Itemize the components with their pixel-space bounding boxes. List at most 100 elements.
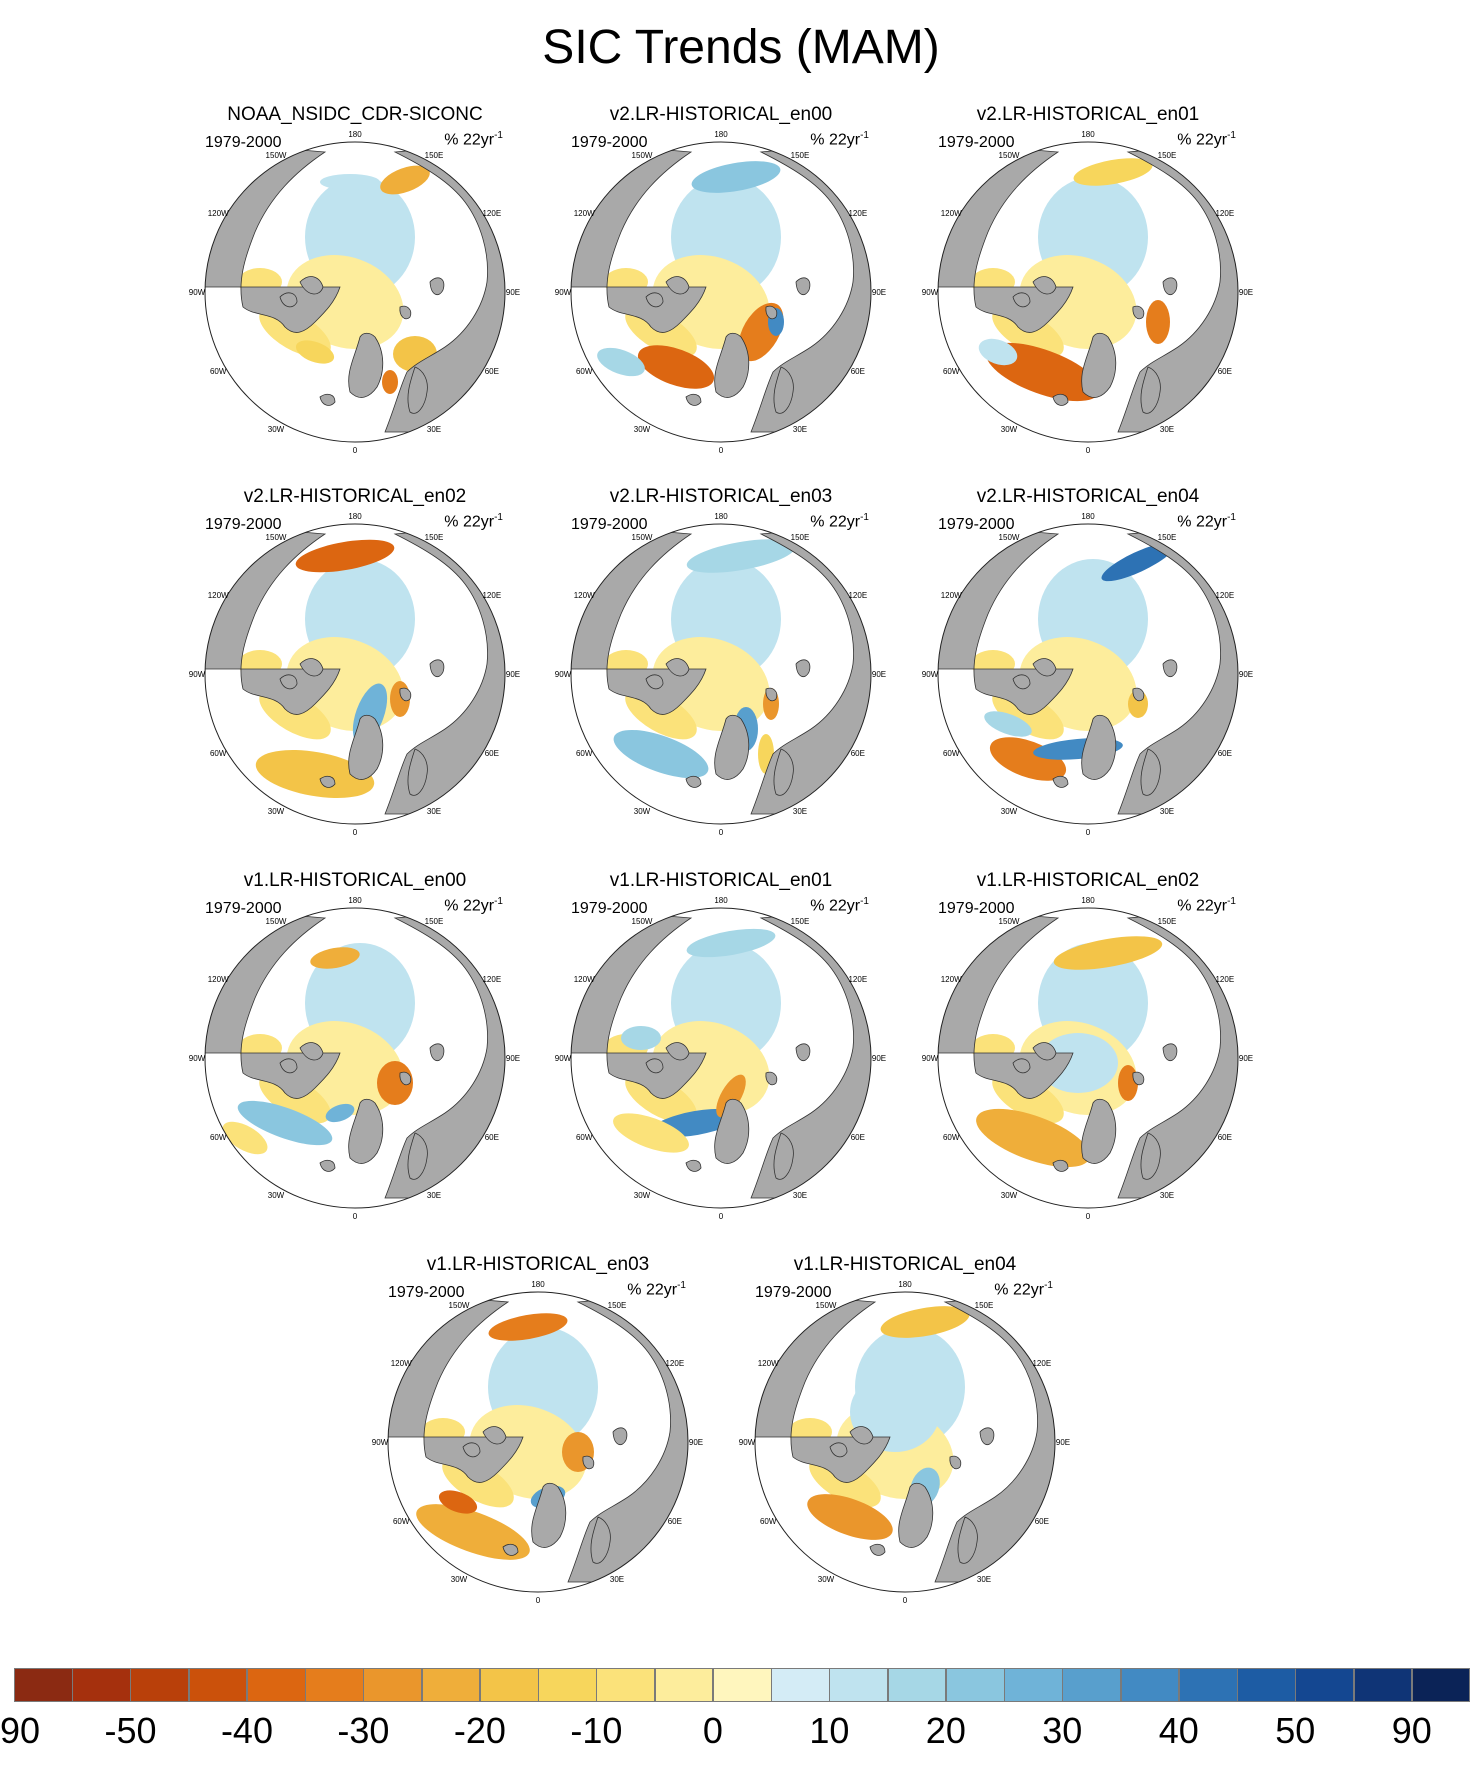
longitude-label: 30W: [268, 807, 285, 816]
longitude-label: 30W: [451, 1575, 468, 1584]
longitude-label: 120W: [208, 975, 229, 984]
map-boundary: [937, 907, 1239, 1209]
land-mass: [1140, 1132, 1161, 1180]
colorbar: [14, 1668, 1471, 1704]
polar-map: 180 150E 120E 90E 60E 30E 0 30W 60W 90W 120W 150W: [922, 896, 1253, 1221]
map-boundary: [570, 141, 872, 443]
longitude-label: 150W: [266, 917, 287, 926]
longitude-label: 60W: [943, 367, 960, 376]
colorbar-label: 10: [809, 1710, 850, 1751]
longitude-label: 150E: [1158, 151, 1177, 160]
panel-period: 1979-2000: [938, 516, 1015, 533]
trend-patch: [222, 1121, 268, 1155]
polar-map: 180 150E 120E 90E 60E 30E 0 30W 60W 90W 120W 150W: [555, 896, 886, 1221]
longitude-label: 30E: [427, 807, 441, 816]
units-exponent: -1: [860, 512, 869, 523]
longitude-label: 90E: [506, 670, 520, 679]
longitude-label: 60W: [210, 749, 227, 758]
land-mass: [1032, 658, 1057, 677]
land-mass: [502, 1543, 519, 1556]
longitude-label: 90E: [1239, 1054, 1253, 1063]
longitude-label: 90E: [506, 1054, 520, 1063]
map-panel: v2.LR-HISTORICAL_en03 1979-2000% 22yr-1 18…: [553, 486, 889, 846]
colorbar-label: -40: [220, 1710, 273, 1751]
colorbar-box: [130, 1668, 190, 1702]
trend-patch: [416, 1504, 530, 1560]
longitude-label: 90W: [555, 670, 572, 679]
land-mass: [849, 1426, 874, 1445]
longitude-label: 0: [719, 828, 724, 837]
land-mass: [1081, 1098, 1117, 1164]
units-text: % 22yr: [1177, 131, 1228, 149]
land-mass: [765, 687, 778, 702]
longitude-label: 90W: [922, 670, 939, 679]
units-exponent: -1: [1227, 896, 1236, 907]
longitude-label: 30E: [977, 1575, 991, 1584]
land-mass: [773, 366, 794, 414]
panel-title: NOAA_NSIDC_CDR-SICONC: [227, 104, 483, 125]
trend-patch: [597, 347, 645, 377]
colorbar-label: 50: [1275, 1710, 1316, 1751]
longitude-label: 30E: [427, 1191, 441, 1200]
colorbar-box: [1120, 1668, 1180, 1702]
longitude-label: 0: [719, 446, 724, 455]
land-mass: [407, 366, 428, 414]
longitude-label: 90E: [506, 288, 520, 297]
longitude-label: 120E: [1032, 1359, 1051, 1368]
trend-patch: [255, 749, 375, 799]
longitude-label: 90W: [555, 1054, 572, 1063]
longitude-label: 30W: [634, 807, 651, 816]
longitude-label: 180: [898, 1280, 912, 1289]
longitude-label: 120W: [391, 1359, 412, 1368]
land-mass: [773, 748, 794, 796]
trend-patch: [310, 947, 360, 969]
trend-patch: [613, 1113, 689, 1153]
land-mass: [765, 1071, 778, 1086]
colorbar-box: [887, 1668, 947, 1702]
colorbar-box: [596, 1668, 656, 1702]
land-mass: [590, 1516, 611, 1564]
longitude-label: 90E: [1239, 670, 1253, 679]
longitude-label: 90E: [689, 1438, 703, 1447]
land-mass: [319, 393, 336, 406]
figure-title: SIC Trends (MAM): [542, 21, 940, 74]
colorbar-label: 20: [925, 1710, 966, 1751]
longitude-label: 150W: [266, 151, 287, 160]
longitude-label: 180: [531, 1280, 545, 1289]
panel-period: 1979-2000: [571, 134, 648, 151]
units-text: % 22yr: [994, 1281, 1045, 1299]
longitude-label: 150E: [791, 917, 810, 926]
units-text: % 22yr: [810, 131, 861, 149]
land-mass: [299, 658, 324, 677]
longitude-label: 90W: [372, 1438, 389, 1447]
longitude-label: 60E: [668, 1517, 682, 1526]
polar-map: 180 150E 120E 90E 60E 30E 0 30W 60W 90W 120W 150W: [555, 130, 886, 455]
land-mass: [384, 142, 505, 433]
longitude-label: 0: [903, 1596, 908, 1605]
trend-patch: [1073, 158, 1153, 186]
land-mass: [1052, 775, 1069, 788]
panel-units: % 22yr-1: [444, 130, 503, 149]
longitude-label: 180: [1081, 512, 1095, 521]
polar-map: 180 150E 120E 90E 60E 30E 0 30W 60W 90W 120W 150W: [372, 1280, 703, 1605]
land-mass: [869, 1543, 886, 1556]
land-mass: [1012, 292, 1031, 308]
map-boundary: [204, 523, 506, 825]
longitude-label: 150W: [999, 533, 1020, 542]
longitude-label: 150E: [608, 1301, 627, 1310]
land-mass: [407, 748, 428, 796]
longitude-label: 30W: [268, 1191, 285, 1200]
map-panel: v2.LR-HISTORICAL_en02 1979-2000% 22yr-1 18…: [187, 486, 523, 846]
panel-period: 1979-2000: [388, 1284, 465, 1301]
longitude-label: 60W: [576, 367, 593, 376]
longitude-label: 90E: [872, 670, 886, 679]
land-mass: [299, 276, 324, 295]
panel-units: % 22yr-1: [1177, 896, 1236, 915]
longitude-label: 150E: [1158, 533, 1177, 542]
longitude-label: 180: [1081, 130, 1095, 139]
longitude-label: 60W: [210, 367, 227, 376]
land-mass: [407, 1132, 428, 1180]
longitude-label: 150E: [1158, 917, 1177, 926]
longitude-label: 60E: [485, 1133, 499, 1142]
longitude-label: 60E: [851, 367, 865, 376]
